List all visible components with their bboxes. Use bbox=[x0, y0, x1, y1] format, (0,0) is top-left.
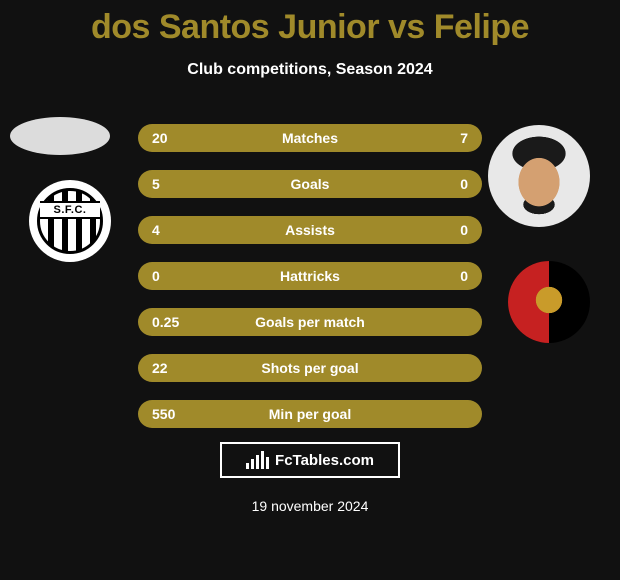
stat-label: Min per goal bbox=[138, 406, 482, 422]
page-subtitle: Club competitions, Season 2024 bbox=[0, 61, 620, 79]
stat-label: Goals bbox=[138, 176, 482, 192]
header: dos Santos Junior vs Felipe Club competi… bbox=[0, 0, 620, 79]
stat-row-matches: 20 Matches 7 bbox=[138, 124, 482, 152]
stat-left-value: 4 bbox=[152, 222, 160, 238]
bar-chart-icon bbox=[246, 451, 269, 469]
stats-container: 20 Matches 7 5 Goals 0 4 Assists 0 0 Hat… bbox=[138, 124, 482, 446]
stat-label: Hattricks bbox=[138, 268, 482, 284]
icon-bar bbox=[266, 457, 269, 469]
stat-right-value: 7 bbox=[460, 130, 468, 146]
stat-right-value: 0 bbox=[460, 222, 468, 238]
stat-label: Assists bbox=[138, 222, 482, 238]
footer-date: 19 november 2024 bbox=[0, 498, 620, 514]
icon-bar bbox=[246, 463, 249, 469]
stat-left-value: 20 bbox=[152, 130, 168, 146]
icon-bar bbox=[256, 455, 259, 469]
stat-row-goals: 5 Goals 0 bbox=[138, 170, 482, 198]
stat-label: Shots per goal bbox=[138, 360, 482, 376]
santos-badge-stripes: S.F.C. bbox=[37, 188, 103, 254]
stat-left-value: 5 bbox=[152, 176, 160, 192]
stat-left-value: 22 bbox=[152, 360, 168, 376]
stat-right-value: 0 bbox=[460, 176, 468, 192]
icon-bar bbox=[251, 459, 254, 469]
stat-left-value: 0.25 bbox=[152, 314, 179, 330]
stat-row-min-per-goal: 550 Min per goal bbox=[138, 400, 482, 428]
stat-row-goals-per-match: 0.25 Goals per match bbox=[138, 308, 482, 336]
stat-row-shots-per-goal: 22 Shots per goal bbox=[138, 354, 482, 382]
player2-face-placeholder bbox=[488, 125, 590, 227]
stat-left-value: 550 bbox=[152, 406, 175, 422]
player2-club-badge bbox=[508, 261, 590, 343]
player2-avatar bbox=[488, 125, 590, 227]
sport-badge-lion bbox=[526, 277, 572, 323]
stat-label: Matches bbox=[138, 130, 482, 146]
stat-row-hattricks: 0 Hattricks 0 bbox=[138, 262, 482, 290]
player1-avatar bbox=[10, 117, 110, 155]
player1-club-badge: S.F.C. bbox=[29, 180, 111, 262]
stat-left-value: 0 bbox=[152, 268, 160, 284]
stat-label: Goals per match bbox=[138, 314, 482, 330]
fctables-brand-text: FcTables.com bbox=[275, 452, 374, 469]
stat-row-assists: 4 Assists 0 bbox=[138, 216, 482, 244]
icon-bar bbox=[261, 451, 264, 469]
stat-right-value: 0 bbox=[460, 268, 468, 284]
fctables-brand-box[interactable]: FcTables.com bbox=[220, 442, 400, 478]
page-title: dos Santos Junior vs Felipe bbox=[0, 8, 620, 47]
santos-badge-text: S.F.C. bbox=[40, 201, 100, 219]
